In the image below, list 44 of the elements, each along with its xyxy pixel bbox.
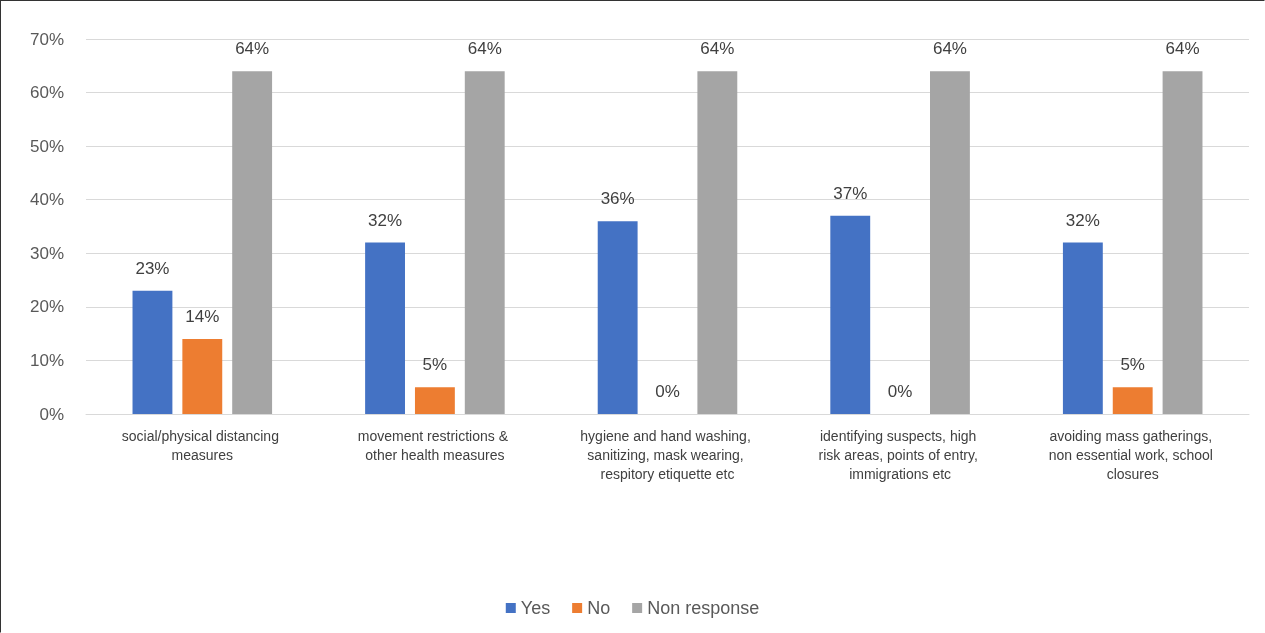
data-label: 5% — [1120, 355, 1145, 375]
bar — [414, 387, 455, 414]
bar — [182, 339, 223, 414]
legend-label: Non response — [647, 598, 760, 618]
bar — [597, 221, 638, 414]
x-tick-label: social/physical distancing measures — [121, 427, 283, 463]
data-label: 64% — [932, 39, 967, 59]
data-label: 0% — [655, 382, 680, 401]
data-label: 64% — [235, 39, 270, 59]
data-label: 64% — [467, 39, 502, 59]
y-tick-label: 0% — [39, 404, 64, 424]
y-tick-label: 50% — [29, 136, 64, 156]
bar — [830, 215, 871, 414]
bar — [365, 242, 405, 414]
legend-label: Yes — [520, 598, 551, 618]
x-tick-label: identifying suspects, high risk areas, points of entry, immigrations etc — [818, 427, 982, 482]
data-label: 32% — [1065, 210, 1100, 230]
y-tick-label: 60% — [29, 83, 64, 103]
bar — [1162, 71, 1203, 414]
data-label: 5% — [422, 355, 448, 375]
data-label: 32% — [368, 210, 403, 230]
x-tick-label: hygiene and hand washing, sanitizing, mask wearing, respitory etiquette etc — [580, 427, 755, 482]
y-tick-label: 70% — [29, 29, 64, 49]
bar — [464, 71, 505, 414]
data-label: 0% — [887, 382, 913, 401]
data-label: 64% — [700, 39, 735, 59]
data-label: 64% — [1165, 39, 1200, 59]
data-label: 23% — [135, 258, 170, 278]
bar — [132, 290, 173, 414]
y-tick-label: 40% — [29, 190, 64, 210]
data-label: 36% — [600, 189, 635, 209]
y-tick-label: 30% — [29, 243, 64, 263]
bar — [232, 71, 273, 414]
y-tick-label: 20% — [29, 297, 64, 317]
y-tick-label: 10% — [29, 350, 64, 370]
data-label: 37% — [833, 183, 868, 203]
legend-label: No — [587, 598, 611, 618]
bar — [1062, 242, 1103, 414]
x-tick-label: avoiding mass gatherings, non essential work, school closures — [1048, 427, 1217, 482]
x-tick-label: movement restrictions & other health measures — [357, 427, 512, 463]
bar — [697, 71, 738, 414]
data-label: 14% — [185, 307, 220, 326]
bar — [930, 71, 970, 414]
bar — [1112, 387, 1153, 414]
